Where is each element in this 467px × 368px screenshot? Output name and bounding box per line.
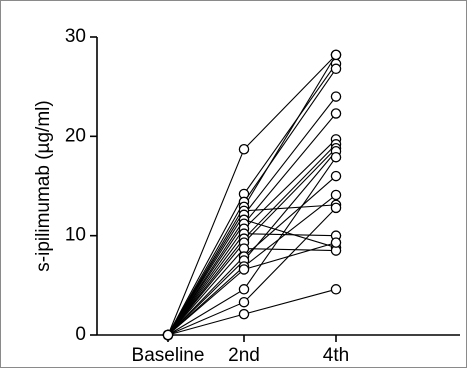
x-tick-label: Baseline — [132, 345, 205, 366]
data-point — [330, 170, 342, 182]
x-tick-label: 4th — [323, 345, 349, 366]
series-line — [167, 204, 337, 336]
axes — [96, 37, 460, 336]
data-point — [238, 264, 250, 275]
series-line — [167, 150, 337, 336]
series-line — [167, 194, 337, 336]
data-point — [238, 296, 250, 308]
data-point — [238, 284, 250, 295]
data-point — [238, 308, 250, 320]
data-point — [330, 237, 342, 248]
y-tick-label: 30 — [65, 26, 86, 47]
data-point — [330, 49, 342, 61]
data-point — [330, 91, 342, 102]
x-ticks: Baseline 2nd 4th — [132, 335, 349, 366]
data-point — [238, 143, 250, 155]
series-lines — [167, 54, 337, 336]
series-points — [162, 49, 342, 341]
data-point — [330, 189, 342, 201]
y-tick-label: 0 — [75, 324, 86, 345]
data-point — [330, 151, 342, 163]
y-tick-label: 10 — [65, 225, 86, 246]
series-line — [167, 175, 337, 336]
data-point — [330, 63, 342, 75]
data-point — [330, 108, 342, 119]
y-ticks: 0 10 20 30 — [65, 26, 97, 345]
data-point — [330, 284, 342, 295]
x-tick-label: 2nd — [228, 345, 260, 366]
y-axis-title: s-ipilimumab (µg/ml) — [33, 100, 54, 271]
data-point — [330, 202, 342, 214]
series-line — [167, 207, 337, 336]
y-tick-label: 20 — [65, 125, 86, 146]
data-point — [162, 329, 174, 341]
